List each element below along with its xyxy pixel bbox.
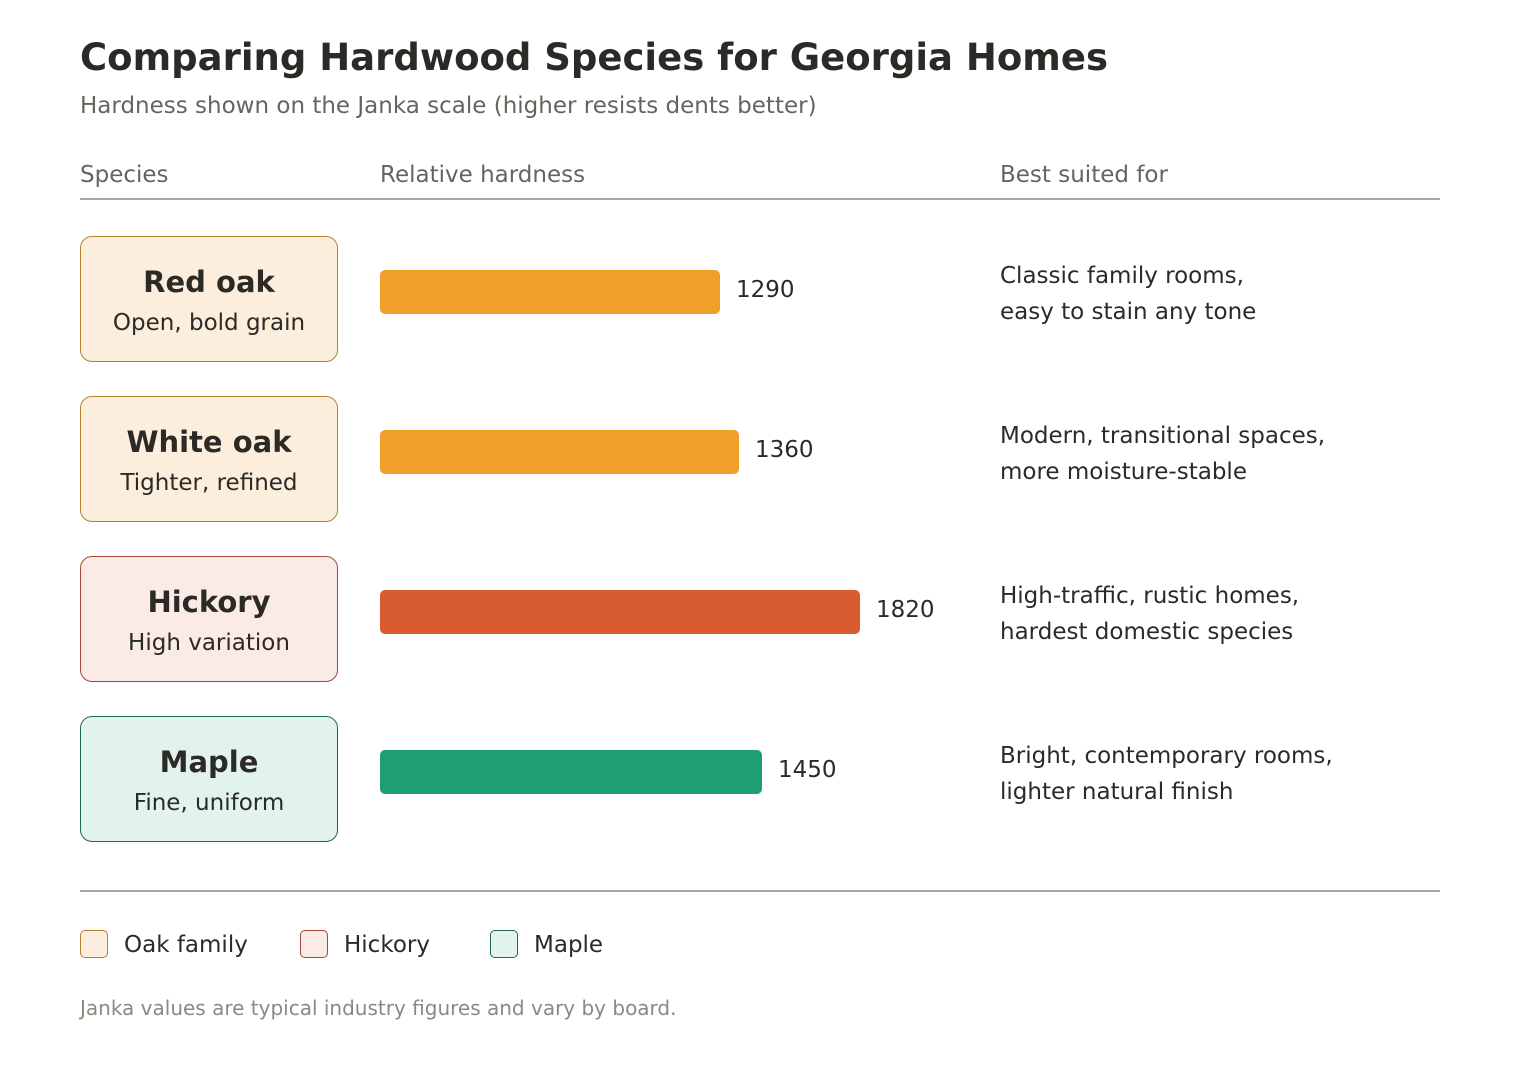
species-card-white-oak: White oak Tighter, refined [80,396,338,522]
legend-swatch [80,930,108,958]
best-suited-text: Bright, contemporary rooms, lighter natur… [1000,738,1333,810]
species-grain: Tighter, refined [120,470,298,496]
hardness-value-label: 1820 [876,597,935,623]
chart-subtitle: Hardness shown on the Janka scale (highe… [80,93,817,119]
hardness-bar-hickory [380,590,860,634]
species-card-maple: Maple Fine, uniform [80,716,338,842]
species-card-hickory: Hickory High variation [80,556,338,682]
species-name: White oak [126,425,292,459]
chart-row-maple: Maple Fine, uniform 1450 Bright, contempora… [0,716,1520,846]
footer-divider [80,890,1440,892]
column-header-suited: Best suited for [1000,162,1168,188]
best-suited-text: High-traffic, rustic homes, hardest domes… [1000,578,1299,650]
species-name: Red oak [143,265,275,299]
species-grain: High variation [128,630,290,656]
best-suited-line: Modern, transitional spaces, [1000,423,1326,449]
chart-row-white-oak: White oak Tighter, refined 1360 Modern, tra… [0,396,1520,526]
species-grain: Fine, uniform [133,790,285,816]
footnote: Janka values are typical industry figure… [80,996,677,1020]
legend-label: Oak family [124,932,248,958]
header-divider [80,198,1440,200]
species-card-red-oak: Red oak Open, bold grain [80,236,338,362]
best-suited-line: High-traffic, rustic homes, [1000,583,1300,609]
hardness-bar-white-oak [380,430,739,474]
best-suited-line: lighter natural finish [1000,779,1234,805]
best-suited-text: Modern, transitional spaces, more moistur… [1000,418,1325,490]
legend-label: Hickory [344,932,430,958]
column-header-species: Species [80,162,169,188]
best-suited-line: more moisture-stable [1000,459,1247,485]
hardness-bar-maple [380,750,762,794]
hardness-value-label: 1290 [736,277,795,303]
species-name: Hickory [147,585,271,619]
legend-swatch [300,930,328,958]
best-suited-line: Classic family rooms, [1000,263,1244,289]
chart-row-red-oak: Red oak Open, bold grain 1290 Classic famil… [0,236,1520,366]
hardness-value-label: 1360 [755,437,814,463]
best-suited-line: easy to stain any tone [1000,299,1257,325]
best-suited-line: hardest domestic species [1000,619,1294,645]
species-name: Maple [159,745,259,779]
best-suited-line: Bright, contemporary rooms, [1000,743,1333,769]
chart-row-hickory: Hickory High variation 1820 High-traffic, r… [0,556,1520,686]
hardness-value-label: 1450 [778,757,837,783]
species-grain: Open, bold grain [112,310,306,336]
column-header-hardness: Relative hardness [380,162,586,188]
hardness-bar-red-oak [380,270,720,314]
best-suited-text: Classic family rooms, easy to stain any t… [1000,258,1256,330]
chart-title: Comparing Hardwood Species for Georgia H… [80,36,1108,79]
legend-label: Maple [534,932,604,958]
legend-swatch [490,930,518,958]
